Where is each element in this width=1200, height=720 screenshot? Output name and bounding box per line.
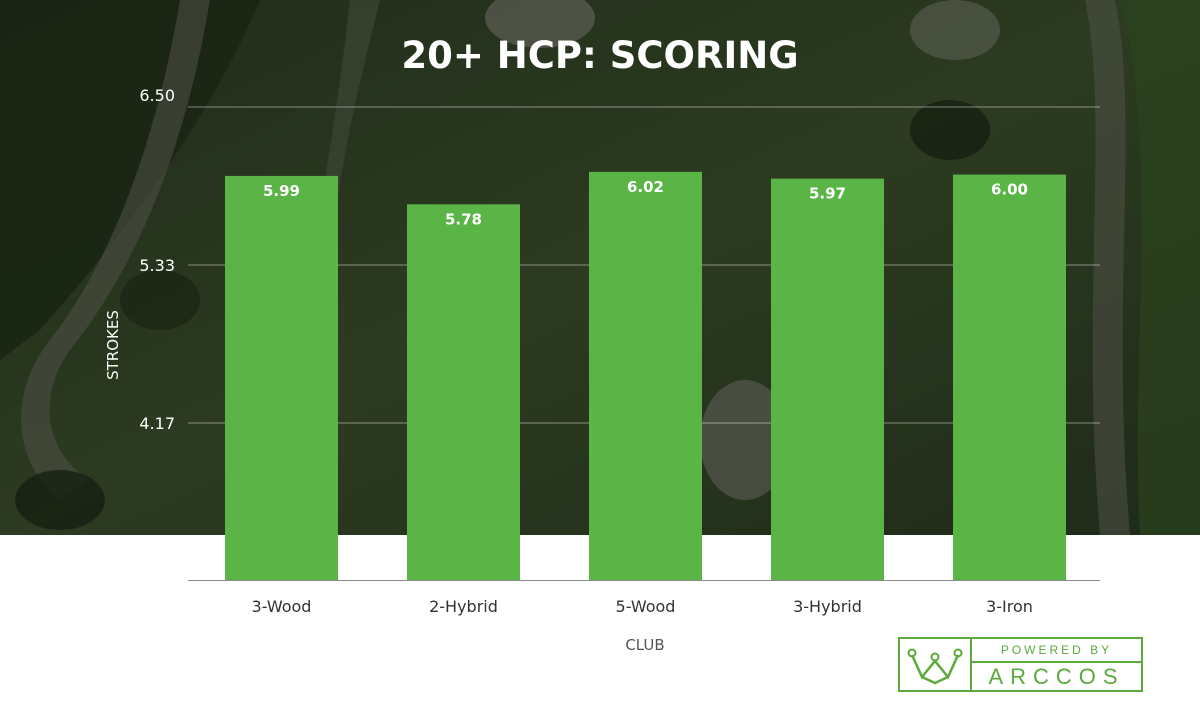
x-tick-label: 3-Iron — [986, 597, 1033, 616]
brand-name: ARCCOS — [988, 664, 1125, 689]
bar-5-wood — [589, 171, 702, 580]
y-tick-label: 5.33 — [139, 256, 175, 275]
data-label: 5.78 — [445, 210, 482, 228]
x-axis-label: CLUB — [625, 636, 664, 654]
data-labels: 5.99 5.78 6.02 5.97 6.00 — [263, 178, 1028, 228]
data-label: 6.00 — [991, 181, 1028, 199]
crown-icon — [900, 639, 972, 690]
data-label: 5.97 — [809, 185, 846, 203]
y-ticks: 6.50 5.33 4.17 — [139, 86, 175, 433]
bar-3-iron — [953, 174, 1066, 581]
y-tick-label: 4.17 — [139, 414, 175, 433]
powered-by-arccos-logo: POWERED BY ARCCOS — [898, 637, 1143, 692]
x-tick-label: 2-Hybrid — [429, 597, 498, 616]
bar-3-hybrid — [771, 178, 884, 580]
chart-title: 20+ HCP: SCORING — [401, 34, 798, 77]
powered-by-text: POWERED BY — [972, 639, 1141, 663]
bar-3-wood — [225, 175, 338, 580]
bar-2-hybrid — [407, 204, 520, 580]
data-label: 5.99 — [263, 182, 300, 200]
x-tick-label: 3-Hybrid — [793, 597, 862, 616]
x-tick-label: 3-Wood — [252, 597, 312, 616]
x-tick-label: 5-Wood — [616, 597, 676, 616]
y-axis-label: STROKES — [104, 310, 122, 380]
bars — [225, 171, 1066, 581]
data-label: 6.02 — [627, 178, 664, 196]
y-tick-label: 6.50 — [139, 86, 175, 105]
x-ticks: 3-Wood 2-Hybrid 5-Wood 3-Hybrid 3-Iron — [252, 597, 1033, 616]
